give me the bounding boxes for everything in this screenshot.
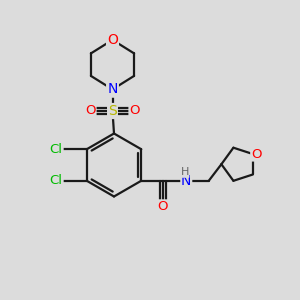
Text: O: O xyxy=(85,104,95,118)
Text: O: O xyxy=(251,148,262,160)
Text: N: N xyxy=(107,82,118,96)
Text: N: N xyxy=(107,82,118,96)
Text: Cl: Cl xyxy=(50,143,63,156)
Text: Cl: Cl xyxy=(50,174,63,187)
Text: N: N xyxy=(181,174,191,188)
Text: O: O xyxy=(158,200,168,213)
Text: O: O xyxy=(130,104,140,118)
Text: S: S xyxy=(108,104,117,118)
Text: O: O xyxy=(107,33,118,47)
Text: H: H xyxy=(181,167,189,177)
